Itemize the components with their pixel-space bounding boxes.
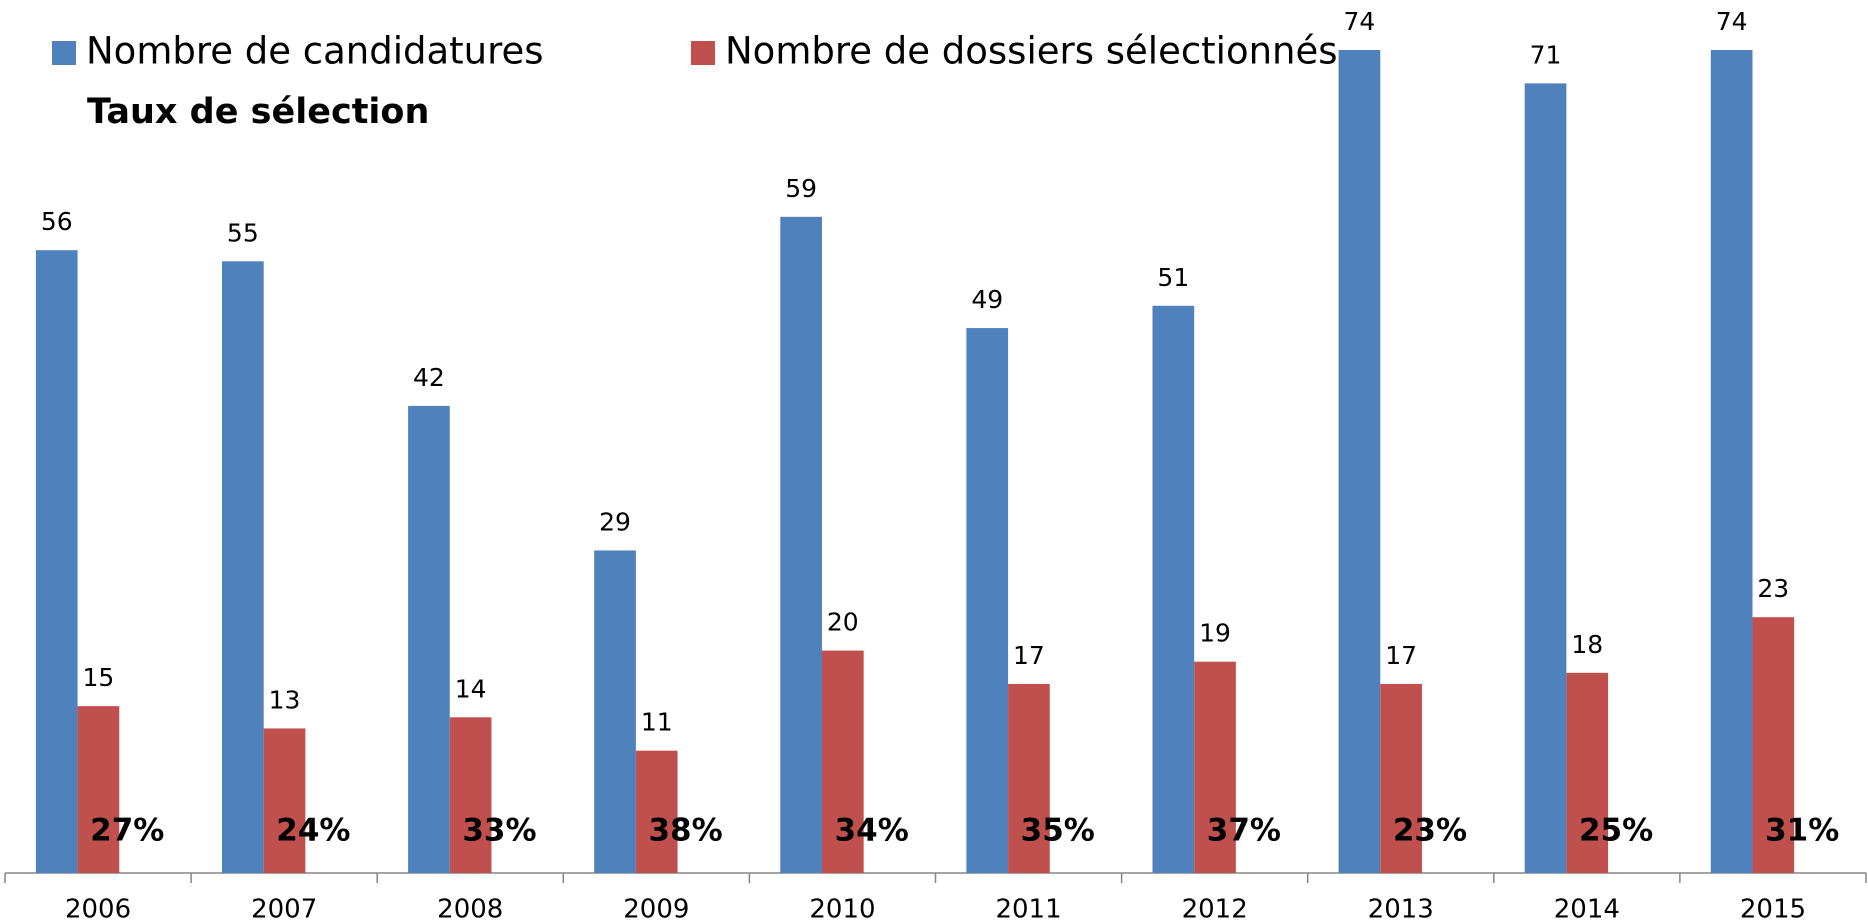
x-tick-label: 2011 xyxy=(995,895,1061,920)
value-label: 29 xyxy=(599,507,631,536)
value-label: 51 xyxy=(1157,263,1189,292)
x-tick-label: 2006 xyxy=(65,895,131,920)
legend-swatch xyxy=(52,41,76,65)
rate-label: 25% xyxy=(1579,813,1653,849)
bar xyxy=(408,405,450,873)
value-label: 14 xyxy=(455,674,487,703)
bar xyxy=(1524,83,1567,873)
value-label: 20 xyxy=(827,608,859,637)
legend-label: Nombre de dossiers sélectionnés xyxy=(725,30,1338,73)
rate-label: 31% xyxy=(1765,813,1839,849)
x-tick-label: 2012 xyxy=(1182,895,1248,920)
rate-label: 24% xyxy=(276,813,350,849)
x-tick-label: 2008 xyxy=(437,895,503,920)
value-label: 23 xyxy=(1757,574,1789,603)
x-tick-label: 2010 xyxy=(809,895,875,920)
value-label: 13 xyxy=(269,685,301,714)
bar xyxy=(1008,683,1050,873)
value-label: 55 xyxy=(227,218,259,247)
x-tick-label: 2013 xyxy=(1368,895,1434,920)
rate-label: 38% xyxy=(648,813,722,849)
value-label: 11 xyxy=(641,708,673,737)
bar xyxy=(1194,661,1236,873)
rate-label: 27% xyxy=(90,813,164,849)
bar xyxy=(1752,617,1795,873)
value-label: 17 xyxy=(1013,641,1045,670)
value-label: 19 xyxy=(1199,619,1231,648)
bar xyxy=(1338,50,1381,873)
x-tick-label: 2009 xyxy=(623,895,689,920)
bar xyxy=(594,550,636,873)
rate-label: 33% xyxy=(462,813,536,849)
value-label: 74 xyxy=(1716,7,1748,36)
bar xyxy=(35,250,78,873)
bar xyxy=(1710,50,1753,873)
legend-label: Taux de sélection xyxy=(87,92,429,132)
value-label: 49 xyxy=(971,285,1003,314)
value-label: 59 xyxy=(785,174,817,203)
legend-swatch xyxy=(691,41,715,65)
bar xyxy=(221,261,264,874)
bar xyxy=(1380,683,1422,873)
value-label: 17 xyxy=(1385,641,1417,670)
bar xyxy=(635,750,678,873)
value-label: 56 xyxy=(41,207,73,236)
bar xyxy=(1152,305,1195,873)
value-label: 15 xyxy=(83,663,115,692)
rate-label: 35% xyxy=(1021,813,1095,849)
value-label: 42 xyxy=(413,363,445,392)
bar xyxy=(966,328,1009,873)
rate-label: 34% xyxy=(835,813,909,849)
bar xyxy=(77,706,120,873)
bar xyxy=(821,650,864,873)
bar xyxy=(449,717,492,873)
bar xyxy=(263,728,306,873)
x-tick-label: 2014 xyxy=(1554,895,1620,920)
rate-label: 23% xyxy=(1393,813,1467,849)
value-label: 71 xyxy=(1530,40,1562,69)
x-tick-label: 2007 xyxy=(251,895,317,920)
rate-label: 37% xyxy=(1207,813,1281,849)
value-label: 18 xyxy=(1571,630,1603,659)
value-label: 74 xyxy=(1344,7,1376,36)
bar xyxy=(780,216,822,873)
x-tick-label: 2015 xyxy=(1740,895,1806,920)
bar xyxy=(1566,672,1609,873)
legend-label: Nombre de candidatures xyxy=(86,30,544,73)
